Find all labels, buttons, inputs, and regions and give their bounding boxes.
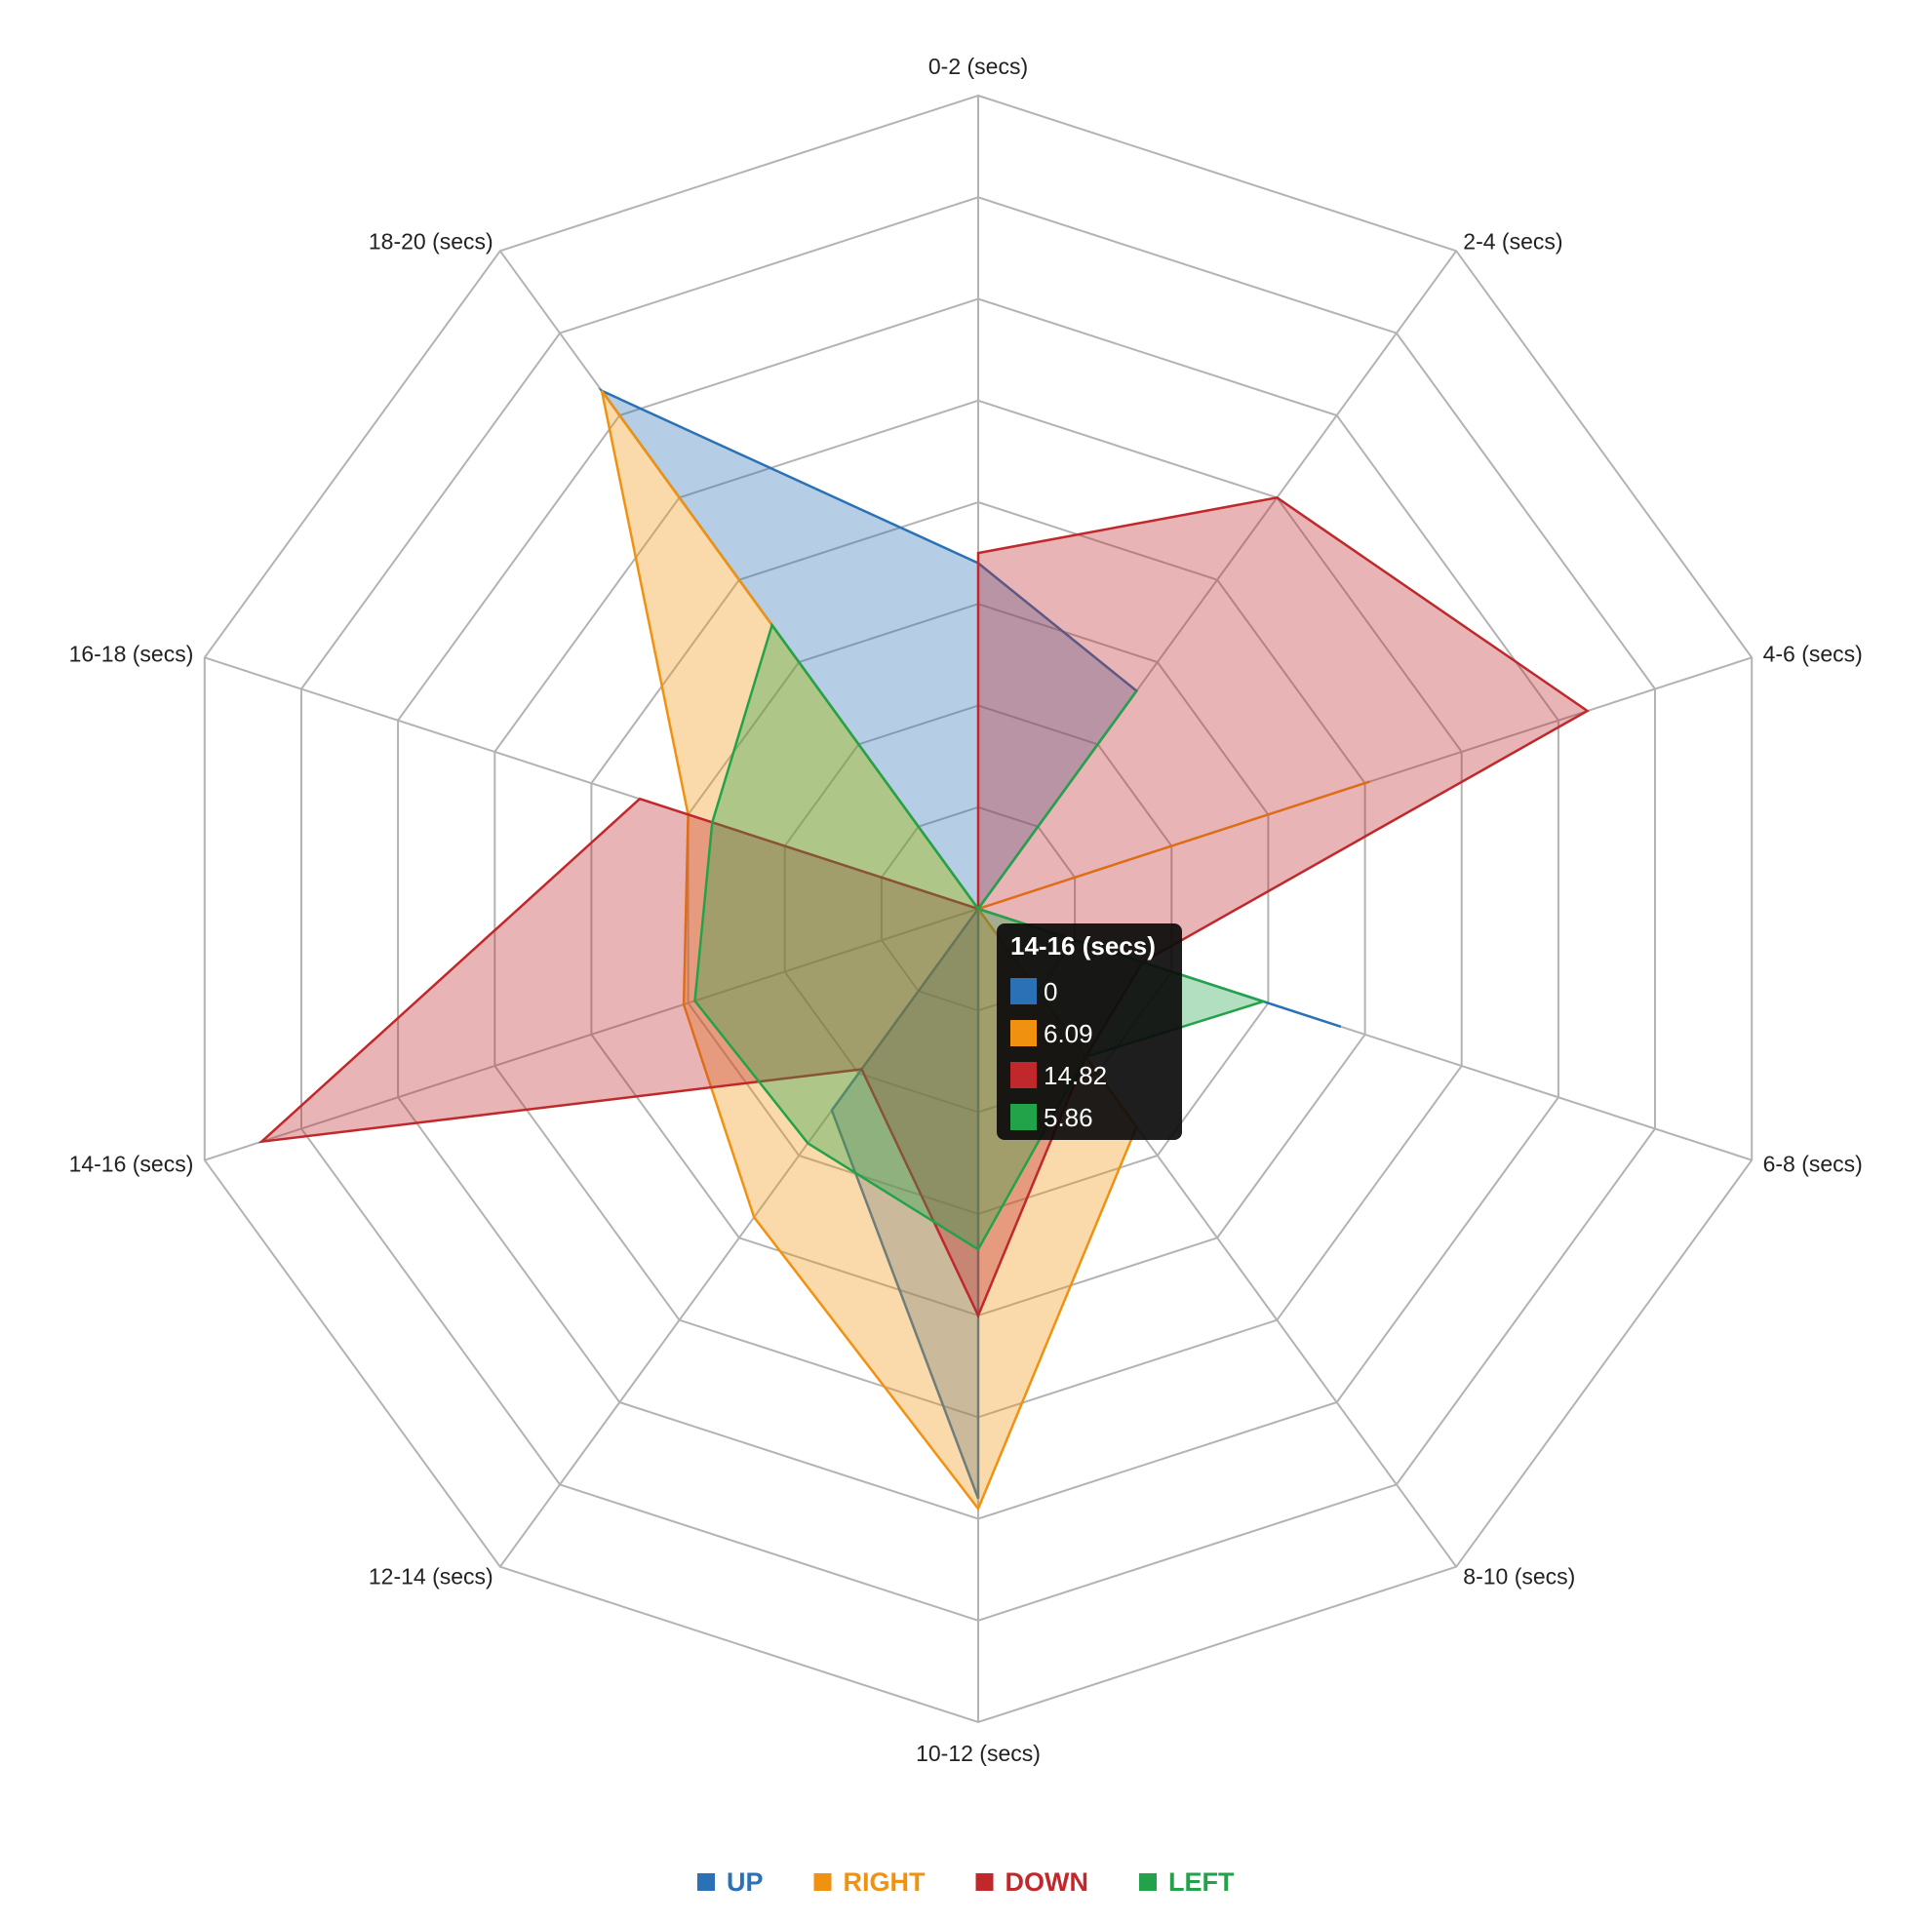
axis-label: 6-8 (secs) (1763, 1151, 1863, 1176)
tooltip-swatch (1010, 1020, 1037, 1046)
legend-label: LEFT (1168, 1867, 1235, 1897)
tooltip: 14-16 (secs) 0 6.09 14.82 5.86 (997, 923, 1182, 1140)
tooltip-swatch (1010, 1104, 1037, 1130)
tooltip-value: 5.86 (1044, 1103, 1093, 1132)
series-area-right[interactable] (600, 389, 1370, 1511)
tooltip-value: 0 (1044, 977, 1057, 1006)
tooltip-value: 6.09 (1044, 1019, 1093, 1048)
legend-swatch (975, 1873, 994, 1891)
legend-item-left[interactable]: LEFT (1139, 1867, 1235, 1897)
axis-label: 10-12 (secs) (916, 1741, 1041, 1766)
legend-swatch (813, 1873, 832, 1891)
legend-label: UP (727, 1867, 764, 1897)
legend-item-up[interactable]: UP (697, 1867, 764, 1897)
legend-item-down[interactable]: DOWN (975, 1867, 1088, 1897)
legend-item-right[interactable]: RIGHT (813, 1867, 927, 1897)
axis-label: 2-4 (secs) (1463, 229, 1562, 255)
axis-label: 16-18 (secs) (69, 642, 194, 667)
legend: UP RIGHT DOWN LEFT (697, 1867, 1235, 1897)
legend-swatch (1139, 1873, 1157, 1891)
tooltip-swatch (1010, 978, 1037, 1004)
axis-labels: 0-2 (secs) 2-4 (secs) 4-6 (secs) 6-8 (secs)… (69, 54, 1863, 1766)
axis-label: 8-10 (secs) (1463, 1563, 1575, 1589)
axis-label: 14-16 (secs) (69, 1151, 194, 1176)
legend-swatch (697, 1873, 715, 1891)
tooltip-title: 14-16 (secs) (1010, 931, 1156, 961)
series-area-down[interactable] (257, 495, 1590, 1319)
tooltip-box (997, 923, 1182, 1140)
tooltip-value: 14.82 (1044, 1061, 1107, 1090)
axis-label: 18-20 (secs) (369, 229, 493, 255)
tooltip-swatch (1010, 1062, 1037, 1088)
axis-label: 0-2 (secs) (928, 54, 1028, 79)
legend-label: DOWN (1005, 1867, 1088, 1897)
axis-label: 12-14 (secs) (369, 1563, 493, 1589)
series-area-left[interactable] (693, 622, 1268, 1251)
axis-label: 4-6 (secs) (1763, 642, 1863, 667)
series-areas (257, 387, 1590, 1511)
legend-label: RIGHT (844, 1867, 927, 1897)
axis-spoke (204, 908, 979, 1161)
